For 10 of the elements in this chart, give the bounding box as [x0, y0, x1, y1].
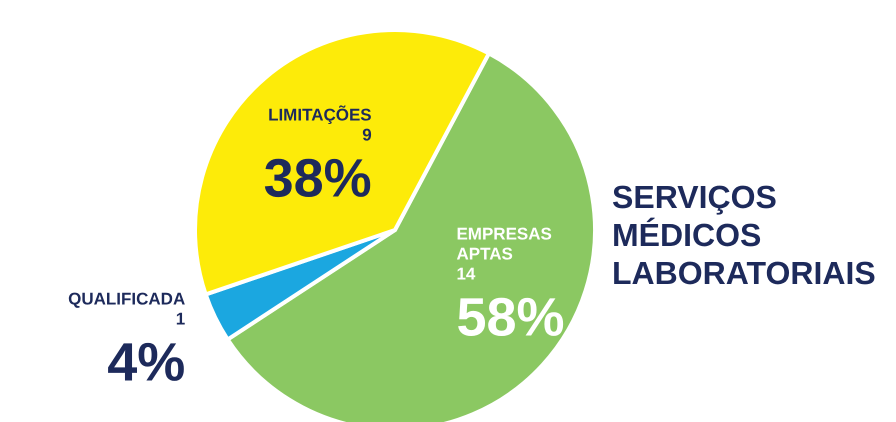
slice-label: LIMITAÇÕES	[268, 104, 372, 124]
text: 9	[362, 125, 372, 144]
text: 1	[176, 310, 186, 329]
slice-label: QUALIFICADA	[68, 290, 186, 309]
data-label: 58%	[456, 288, 565, 348]
data-label: 4%	[107, 332, 186, 393]
slice-label: EMPRESAS APTAS	[456, 224, 552, 264]
text: SERVIÇOS MÉDICOS LABORATORIAIS	[612, 179, 876, 291]
data-label: 38%	[264, 148, 372, 208]
text: 14	[456, 264, 476, 284]
